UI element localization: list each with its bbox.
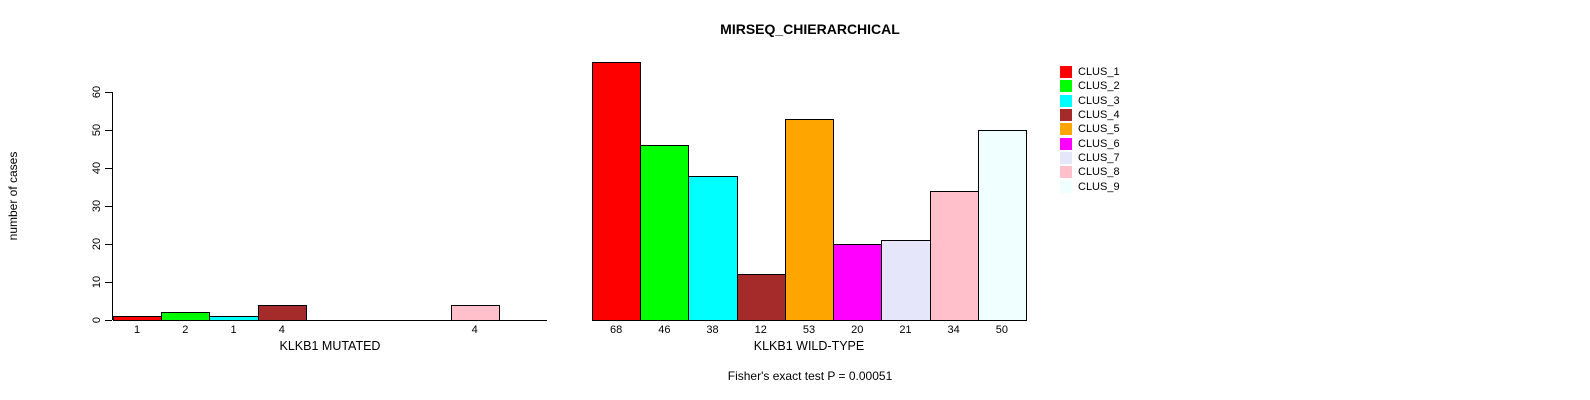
bar-clus_1 xyxy=(113,316,163,321)
fisher-test-note: Fisher's exact test P = 0.00051 xyxy=(727,369,893,383)
legend: CLUS_1 CLUS_2 CLUS_3 CLUS_4 CLUS_5 CLUS_6 CLUS… xyxy=(1060,65,1120,194)
y-tick-label: 20 xyxy=(91,237,103,251)
legend-swatch-icon xyxy=(1060,166,1072,179)
bar-value-label: 50 xyxy=(995,324,1008,336)
bar-value-label: 46 xyxy=(658,324,671,336)
plot-title: MIRSEQ_CHIERARCHICAL xyxy=(720,21,900,37)
bar-clus_5 xyxy=(784,118,835,321)
y-tick-label: 30 xyxy=(91,199,103,213)
legend-swatch-icon xyxy=(1060,109,1072,122)
legend-item-clus_2: CLUS_2 xyxy=(1060,79,1120,93)
legend-item-clus_6: CLUS_6 xyxy=(1060,136,1120,150)
legend-label: CLUS_5 xyxy=(1078,123,1120,136)
legend-label: CLUS_3 xyxy=(1078,94,1120,107)
y-tick-label: 40 xyxy=(91,161,103,175)
y-axis-title: number of cases xyxy=(6,151,20,241)
legend-item-clus_1: CLUS_1 xyxy=(1060,65,1120,79)
bar-value-label: 4 xyxy=(471,324,478,336)
bar-value-label: 68 xyxy=(609,324,623,336)
bar-clus_3 xyxy=(209,316,259,321)
legend-swatch-icon xyxy=(1060,80,1072,93)
bar-clus_8 xyxy=(450,304,500,321)
bar-chart-klkb1-wildtype: KLKB1 WILD-TYPE 68 46 38 12 53 20 21 34 50 xyxy=(592,0,1027,353)
bar-clus_4 xyxy=(257,304,307,321)
x-axis-title-wildtype: KLKB1 WILD-TYPE xyxy=(753,339,865,353)
legend-item-clus_8: CLUS_8 xyxy=(1060,165,1120,179)
bar-value-label: 53 xyxy=(802,324,816,336)
legend-label: CLUS_6 xyxy=(1078,137,1120,150)
legend-label: CLUS_8 xyxy=(1078,166,1120,179)
y-tick-mark xyxy=(105,243,112,245)
bar-clus_8 xyxy=(929,190,979,321)
y-tick-mark xyxy=(105,205,112,207)
bar-value-label: 12 xyxy=(754,324,767,336)
legend-item-clus_4: CLUS_4 xyxy=(1060,108,1120,122)
bar-clus_2 xyxy=(161,312,211,321)
bar-clus_7 xyxy=(881,240,931,321)
bar-value-label: 21 xyxy=(899,324,912,336)
legend-label: CLUS_1 xyxy=(1078,66,1120,79)
y-tick-mark xyxy=(105,167,112,169)
y-tick-label: 0 xyxy=(91,316,103,324)
bar-value-label: 1 xyxy=(134,324,141,336)
y-tick-mark xyxy=(105,319,112,321)
bar-clus_3 xyxy=(688,175,738,321)
legend-label: CLUS_7 xyxy=(1078,151,1120,164)
bar-value-label: 20 xyxy=(851,324,864,336)
y-axis-line xyxy=(112,92,113,320)
bar-value-label: 34 xyxy=(947,324,960,336)
y-tick-mark xyxy=(105,129,112,131)
y-tick-label: 60 xyxy=(91,85,103,99)
legend-swatch-icon xyxy=(1060,123,1072,136)
legend-swatch-icon xyxy=(1060,137,1072,150)
legend-item-clus_5: CLUS_5 xyxy=(1060,122,1120,136)
y-tick-label: 50 xyxy=(91,123,103,137)
legend-item-clus_7: CLUS_7 xyxy=(1060,151,1120,165)
bar-clus_4 xyxy=(736,274,786,321)
y-tick-mark xyxy=(105,281,112,283)
bar-chart-klkb1-mutated: KLKB1 MUTATED 1 2 1 4 4 xyxy=(113,0,547,353)
legend-swatch-icon xyxy=(1060,151,1072,164)
legend-label: CLUS_9 xyxy=(1078,180,1120,193)
bar-value-label: 1 xyxy=(230,324,237,336)
legend-label: CLUS_4 xyxy=(1078,109,1120,122)
legend-item-clus_3: CLUS_3 xyxy=(1060,94,1120,108)
bar-clus_1 xyxy=(592,61,642,321)
bar-value-label: 4 xyxy=(278,324,285,336)
bar-clus_9 xyxy=(977,130,1027,321)
y-tick-label: 10 xyxy=(91,275,103,289)
legend-swatch-icon xyxy=(1060,94,1072,107)
bar-value-label: 2 xyxy=(182,324,189,336)
x-axis-line xyxy=(113,320,547,321)
legend-item-clus_9: CLUS_9 xyxy=(1060,179,1120,193)
y-tick-mark xyxy=(105,91,112,93)
legend-swatch-icon xyxy=(1060,180,1072,193)
bar-clus_2 xyxy=(640,145,690,321)
legend-swatch-icon xyxy=(1060,66,1072,79)
bar-clus_6 xyxy=(833,244,883,321)
legend-label: CLUS_2 xyxy=(1078,80,1120,93)
bar-value-label: 38 xyxy=(706,324,719,336)
x-axis-title-mutated: KLKB1 MUTATED xyxy=(279,339,381,353)
